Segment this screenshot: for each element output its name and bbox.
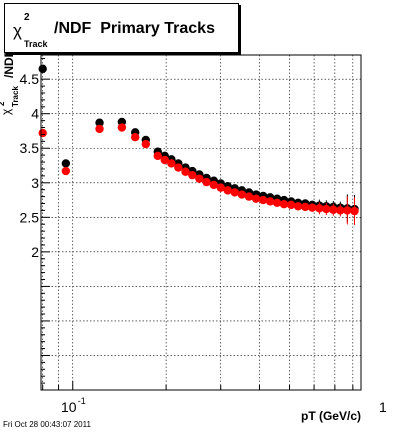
data-point (322, 204, 331, 214)
axis-ticks (41, 57, 354, 390)
data-point (315, 204, 324, 213)
data-point (286, 200, 296, 210)
title: χ 2 Track /NDF Primary Tracks (13, 12, 215, 49)
data-point (258, 195, 268, 205)
data-point (308, 203, 317, 212)
data-point (202, 177, 211, 187)
data-point (95, 124, 104, 134)
y-axis-label: χ 2 Track /NDF (0, 50, 20, 115)
data-point (343, 206, 352, 215)
data-point (230, 188, 239, 197)
timestamp: Fri Oct 28 00:43:07 2011 (3, 420, 91, 429)
data-point (174, 163, 183, 172)
y-axis-label-superscript: 2 (0, 101, 6, 106)
data-point (244, 192, 254, 201)
data-point (95, 118, 104, 127)
title-text: /NDF Primary Tracks (54, 20, 215, 37)
title-box: χ 2 Track /NDF Primary Tracks (4, 3, 239, 53)
grid (41, 55, 361, 390)
data-point (293, 202, 303, 211)
x-tick-label: 1 (379, 399, 387, 415)
title-superscript: 2 (24, 12, 30, 23)
data-points (38, 64, 359, 226)
data-point (350, 206, 359, 216)
x-axis-label: pT (GeV/c) (301, 409, 361, 423)
y-tick-label: 4 (31, 106, 39, 122)
data-point (301, 202, 310, 212)
data-point (251, 194, 261, 203)
data-point (265, 197, 275, 206)
data-point (38, 64, 47, 74)
title-subscript: Track (24, 39, 49, 49)
y-axis-label-text: /NDF (2, 50, 16, 78)
data-point (61, 159, 71, 168)
y-tick-label: 3 (31, 175, 39, 191)
data-point (279, 199, 289, 209)
y-tick-label: 4.5 (20, 71, 40, 87)
data-point (272, 198, 282, 208)
y-tick-label: 2 (31, 244, 39, 260)
data-point (329, 205, 338, 214)
data-point (237, 190, 247, 199)
data-point (153, 151, 162, 161)
data-point (223, 186, 232, 195)
y-tick-label: 3.5 (20, 140, 40, 156)
data-point (160, 155, 169, 165)
title-symbol: χ (13, 21, 22, 40)
x-tick-label-exponent: -1 (78, 396, 86, 406)
data-point (141, 139, 150, 149)
y-axis-label-symbol: χ (0, 108, 13, 115)
data-point (131, 132, 140, 142)
data-point (195, 174, 204, 183)
tick-labels: 2 2.5 3 3.5 4 4.5 10 -1 1 (20, 71, 387, 415)
data-point (336, 206, 345, 215)
data-point (209, 180, 219, 190)
data-point (167, 159, 176, 168)
data-point (181, 167, 190, 176)
data-point (38, 128, 47, 138)
data-point (61, 166, 71, 176)
data-point (216, 183, 225, 192)
data-point (188, 170, 197, 180)
data-point (117, 123, 127, 132)
y-tick-label: 2.5 (20, 209, 40, 225)
plot-frame (40, 54, 362, 391)
x-tick-label: 10 (61, 399, 77, 415)
y-axis-label-subscript: Track (11, 86, 20, 107)
